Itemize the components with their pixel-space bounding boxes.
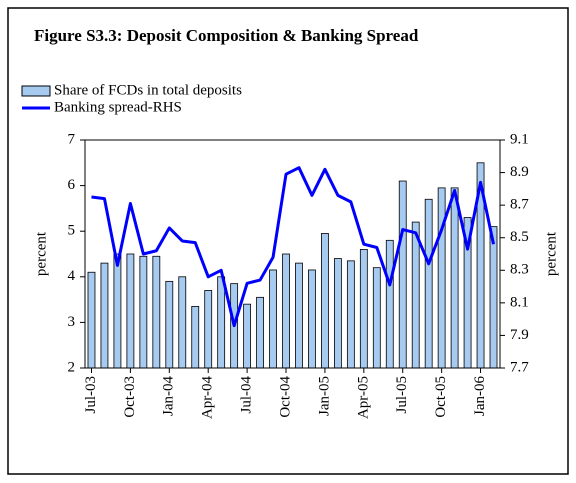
- bar: [282, 253, 290, 369]
- bar: [308, 269, 316, 369]
- x-tick-label: Apr-05: [355, 376, 371, 419]
- bar: [359, 249, 368, 369]
- y-axis-label: percent: [33, 231, 49, 276]
- x-tick-label: Jul-04: [239, 376, 255, 414]
- x-tick-label: Apr-04: [200, 376, 216, 420]
- bar: [333, 258, 342, 369]
- y-tick-label: 3: [68, 314, 76, 330]
- bar: [100, 262, 109, 369]
- x-tick-label: Jan-06: [472, 376, 488, 416]
- y2-tick-label: 8.9: [510, 164, 529, 180]
- bar: [87, 271, 96, 369]
- x-tick-label: Oct-05: [433, 376, 449, 418]
- y2-tick-label: 7.9: [510, 327, 529, 343]
- bar: [321, 233, 329, 369]
- y-tick-label: 5: [68, 223, 76, 239]
- x-tick-label: Oct-04: [277, 376, 293, 418]
- x-tick-label: Jul-05: [394, 376, 410, 414]
- bar: [437, 187, 446, 369]
- bar: [372, 267, 381, 369]
- bar: [256, 296, 264, 369]
- bar: [269, 269, 277, 369]
- bar: [424, 198, 433, 369]
- frame: [7, 7, 569, 475]
- y-tick-label: 6: [68, 177, 76, 193]
- y-tick-label: 4: [68, 268, 76, 284]
- y-tick-label: 2: [68, 359, 76, 375]
- y-tick-label: 7: [68, 131, 76, 147]
- bar: [346, 260, 355, 369]
- y2-tick-label: 8.7: [510, 197, 529, 213]
- bar: [243, 303, 252, 369]
- x-tick-label: Oct-03: [122, 376, 138, 418]
- bar: [113, 253, 122, 369]
- x-tick-label: Jan-05: [316, 376, 332, 416]
- legend-label: Banking spread-RHS: [54, 99, 182, 115]
- y2-tick-label: 7.7: [510, 359, 529, 375]
- bar: [204, 290, 213, 369]
- bar: [152, 255, 161, 369]
- legend-swatch: [21, 85, 51, 97]
- y2-tick-label: 9.1: [510, 131, 529, 147]
- bar: [489, 226, 498, 369]
- chart-title: Figure S3.3: Deposit Composition & Banki…: [34, 26, 419, 45]
- bar: [191, 306, 200, 369]
- y2-axis-label: percent: [543, 231, 559, 276]
- bar: [385, 239, 394, 369]
- bar: [450, 187, 459, 369]
- legend-label: Share of FCDs in total deposits: [54, 82, 242, 98]
- bar: [178, 276, 187, 369]
- line: [91, 166, 495, 328]
- bar: [398, 180, 407, 369]
- bar: [217, 276, 226, 369]
- x-tick-label: Jul-03: [83, 376, 99, 414]
- bar: [139, 255, 148, 369]
- bar: [411, 221, 420, 369]
- x-tick-label: Jan-04: [161, 376, 177, 416]
- y2-tick-label: 8.5: [510, 229, 529, 245]
- bar: [295, 262, 303, 369]
- plot-frame: [84, 139, 501, 369]
- bar: [126, 253, 135, 369]
- bar: [165, 280, 174, 369]
- y2-tick-label: 8.1: [510, 294, 529, 310]
- y2-tick-label: 8.3: [510, 262, 529, 278]
